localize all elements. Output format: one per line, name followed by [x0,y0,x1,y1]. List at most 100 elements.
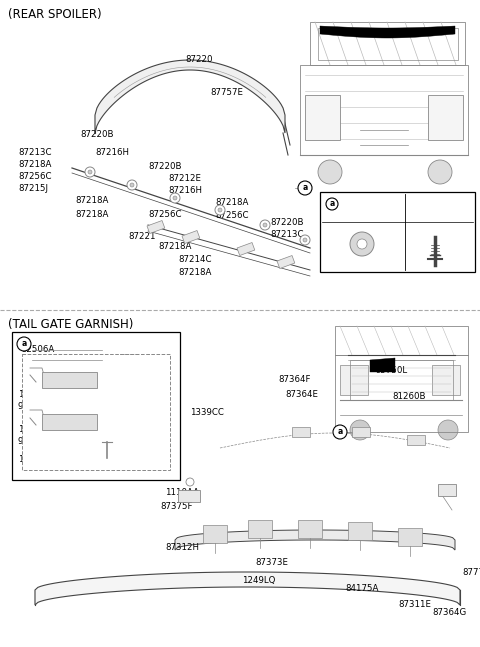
Text: 87311E: 87311E [398,600,431,609]
Text: 87256C: 87256C [148,210,181,219]
Text: 87220: 87220 [185,55,213,64]
Bar [22,354,170,470]
Text: 87213C: 87213C [270,230,303,239]
Circle shape [333,425,347,439]
Polygon shape [370,358,395,372]
Text: 92511: 92511 [18,402,46,411]
Bar [277,256,295,269]
Text: 87220B: 87220B [80,130,113,139]
Text: 87216H: 87216H [168,186,202,195]
Circle shape [350,420,370,440]
Circle shape [303,238,307,242]
Circle shape [263,223,267,227]
Polygon shape [320,26,455,38]
Text: 87218A: 87218A [215,198,248,207]
Text: 1110AA: 1110AA [165,488,199,497]
Bar [203,525,227,543]
Text: a: a [22,340,26,349]
Text: 87364F: 87364F [278,375,311,384]
Circle shape [298,181,312,195]
Circle shape [260,220,270,230]
Text: 87218A: 87218A [158,242,192,251]
Text: 84175A: 84175A [345,584,378,593]
Bar [182,230,200,243]
Text: 87757E: 87757E [210,88,243,97]
Bar [298,520,322,538]
Bar [432,365,460,395]
Bar [348,522,372,540]
Circle shape [186,478,194,486]
Circle shape [357,239,367,249]
Text: 1731JE: 1731JE [349,202,381,211]
Text: 81260B: 81260B [392,392,425,401]
Text: 1335AA: 1335AA [118,354,152,363]
Bar [438,484,456,496]
Bar [237,243,255,256]
Text: 87373E: 87373E [255,558,288,567]
Text: 1243BH: 1243BH [18,455,52,464]
Bar [292,427,310,437]
Circle shape [300,235,310,245]
Circle shape [428,160,452,184]
Text: 92506A: 92506A [22,345,55,354]
Text: 87214C: 87214C [178,255,212,264]
Bar [352,427,370,437]
Circle shape [88,170,92,174]
Text: a: a [329,199,335,208]
Text: 87218A: 87218A [18,160,51,169]
Circle shape [215,205,225,215]
Text: 87364G: 87364G [432,608,466,617]
Text: 18645B: 18645B [18,390,51,399]
Text: 87220B: 87220B [148,162,181,171]
Text: (TAIL GATE GARNISH): (TAIL GATE GARNISH) [8,318,133,331]
Text: a: a [337,428,343,437]
Circle shape [350,232,374,256]
Text: 87256C: 87256C [18,172,51,181]
Text: 87364E: 87364E [285,390,318,399]
Bar [398,528,422,546]
Polygon shape [95,60,285,133]
Text: 18645B: 18645B [18,425,51,434]
Text: 1129AA: 1129AA [412,202,448,211]
Text: a: a [302,184,308,193]
Text: 87216H: 87216H [95,148,129,157]
Text: 1339CC: 1339CC [190,408,224,417]
Text: 87218A: 87218A [75,210,108,219]
Bar [407,435,425,445]
Text: 1249LQ: 1249LQ [242,576,276,585]
Circle shape [318,160,342,184]
Circle shape [438,420,458,440]
Circle shape [17,337,31,351]
Text: 87215J: 87215J [18,184,48,193]
Circle shape [130,183,134,187]
Text: 87213C: 87213C [18,148,51,157]
Text: 87220B: 87220B [270,218,303,227]
Circle shape [218,208,222,212]
Bar [248,520,272,538]
Circle shape [326,198,338,210]
Circle shape [127,180,137,190]
Polygon shape [175,530,455,550]
Bar [428,95,463,140]
Text: 87312H: 87312H [165,543,199,552]
Text: 87375F: 87375F [160,502,192,511]
Bar [340,365,368,395]
Text: 87221: 87221 [128,232,156,241]
Bar [305,95,340,140]
Text: 87256C: 87256C [215,211,249,220]
Bar [12,332,180,480]
Text: 92511: 92511 [18,437,46,446]
Text: 87218A: 87218A [75,196,108,205]
Circle shape [85,167,95,177]
Text: 87212E: 87212E [168,174,201,183]
Text: 87218A: 87218A [178,268,211,277]
Circle shape [173,196,177,200]
Bar [42,372,97,388]
Bar [147,221,165,234]
Circle shape [170,193,180,203]
Bar [320,192,475,272]
Polygon shape [35,572,460,605]
Bar [42,414,97,430]
Text: 95750L: 95750L [375,366,407,375]
Text: 87770A: 87770A [462,568,480,577]
